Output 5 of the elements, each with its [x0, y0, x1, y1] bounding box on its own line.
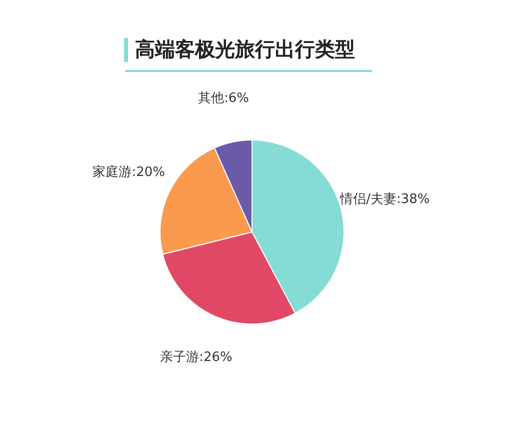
chart-title: 高端客极光旅行出行类型: [135, 37, 355, 61]
slice-label: 其他:6%: [198, 90, 250, 106]
slice-label: 亲子游:26%: [160, 350, 232, 366]
slice-label: 情侣/夫妻:38%: [339, 192, 430, 207]
slice-label: 家庭游:20%: [92, 164, 166, 180]
